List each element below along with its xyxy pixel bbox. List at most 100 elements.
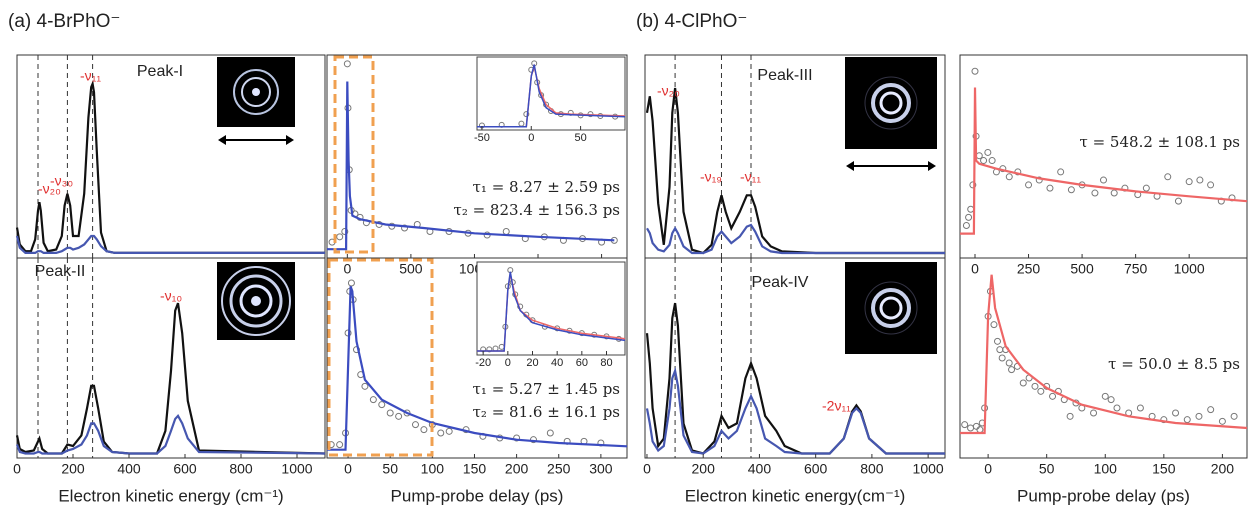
panel-title: Peak-II [35,263,86,280]
x-tick-label: 800 [860,461,884,477]
x-tick-label: 800 [229,461,253,477]
data-point [965,213,973,221]
data-point [1174,197,1182,205]
data-line [15,234,325,254]
data-point [975,152,983,160]
x-tick-label: -50 [474,132,490,144]
data-point [437,429,445,437]
x-tick-label: 1000 [281,461,312,477]
inset-frame [476,56,626,131]
fit-annotation: τ₁ = 8.27 ± 2.59 ps [473,178,620,196]
panel-frame [644,54,946,459]
data-point [990,321,998,329]
data-point [1057,168,1065,176]
x-tick-label: 100 [1094,461,1118,477]
x-tick-label: 400 [117,461,141,477]
data-point [962,222,970,230]
data-point [529,436,537,444]
data-point [486,346,493,353]
x-tick-label: 40 [551,357,563,369]
panel-title: Peak-I [137,63,183,80]
x-tick-label: 750 [1124,261,1148,277]
peak-label: -ν₁₀ [160,288,182,304]
polarization-arrow [218,135,294,145]
data-point [1066,412,1074,420]
data-point [1183,416,1191,424]
data-line [15,302,326,455]
x-tick-label: 0 [971,261,979,277]
detector-image [217,262,295,340]
panel-title: Peak-III [757,67,812,84]
x-tick-label: 0 [528,132,534,144]
x-tick-label: 300 [589,461,613,477]
x-tick-label: 200 [692,461,716,477]
data-point [1113,404,1121,412]
data-point [1136,404,1144,412]
x-tick-label: 0 [505,357,511,369]
data-point [1019,379,1027,387]
data-line [645,366,945,455]
x-tick-label: 150 [463,461,487,477]
data-point [395,412,403,420]
detector-image [217,57,295,127]
data-point [411,421,419,429]
data-point [502,228,510,236]
data-point [993,337,1001,345]
peak-label: -ν₂₀ [657,83,680,99]
panel-frame [959,54,1248,459]
data-point [1035,176,1043,184]
x-axis-label: Electron kinetic energy (cm⁻¹) [58,486,283,505]
x-tick-label: 1000 [1174,261,1205,277]
data-point [343,60,351,68]
data-point [1049,392,1057,400]
x-tick-label: 50 [574,132,586,144]
data-point [1218,417,1226,425]
overlay [217,55,937,457]
data-point [1164,173,1172,181]
data-point [1067,186,1075,194]
data-point [546,429,554,437]
data-point [378,401,386,409]
data-line [15,414,326,455]
detector-image [845,262,937,354]
x-tick-label: 0 [344,461,352,477]
data-point [1037,387,1045,395]
x-tick-label: 80 [600,357,612,369]
x-tick-label: 500 [399,261,423,277]
data-point [347,279,355,287]
data-point [1005,173,1013,181]
x-tick-label: 150 [1152,461,1176,477]
x-tick-label: 600 [173,461,197,477]
x-tick-label: 50 [1039,461,1055,477]
data-point [341,228,349,236]
data-point [1090,409,1098,417]
x-tick-label: 200 [505,461,529,477]
x-tick-label: -20 [475,357,491,369]
data-point [1091,189,1099,197]
fit-annotation: τ₁ = 5.27 ± 1.45 ps [473,380,620,398]
data-point [1160,416,1168,424]
data-point [967,205,975,213]
x-tick-label: 250 [1017,261,1041,277]
data-point [1172,409,1180,417]
fit-annotation: τ₂ = 823.4 ± 156.3 ps [454,201,620,219]
x-tick-label: 60 [576,357,588,369]
data-point [445,427,453,435]
data-point [1196,176,1204,184]
frames [16,54,1248,459]
peak-label: -ν₁₉ [700,169,722,185]
x-tick-label: 250 [547,461,571,477]
x-tick-label: 200 [61,461,85,477]
data-point [523,111,530,118]
x-tick-label: 0 [343,261,351,277]
peak-label: -ν₁₁ [740,169,761,185]
data-point [1107,396,1115,404]
x-tick-label: 600 [804,461,828,477]
data-point [361,382,369,390]
x-axis-label: Pump-probe delay (ps) [1017,486,1190,505]
peak-label: -2ν₁₁ [822,398,851,414]
data-line [15,79,325,254]
data-point [1110,189,1118,197]
data-point [401,224,409,232]
panel-frame [16,54,326,459]
